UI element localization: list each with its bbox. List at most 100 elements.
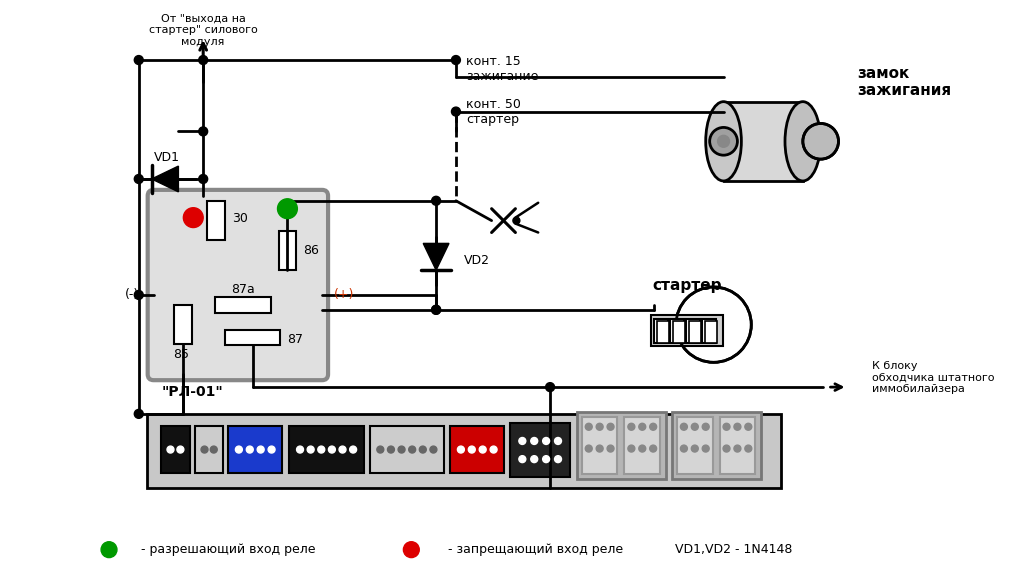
- Bar: [174, 305, 193, 344]
- Circle shape: [307, 446, 314, 453]
- Circle shape: [543, 456, 550, 463]
- Bar: [672, 412, 761, 479]
- Circle shape: [586, 445, 592, 452]
- Bar: [510, 423, 570, 478]
- Circle shape: [628, 445, 635, 452]
- Circle shape: [134, 290, 143, 300]
- FancyBboxPatch shape: [147, 190, 328, 380]
- Circle shape: [676, 287, 752, 362]
- Circle shape: [247, 446, 253, 453]
- Text: конт. 15
зажигание: конт. 15 зажигание: [466, 55, 539, 83]
- Bar: [651, 314, 723, 347]
- Circle shape: [691, 445, 698, 452]
- Ellipse shape: [785, 101, 820, 181]
- Text: замок
зажигания: замок зажигания: [857, 66, 951, 98]
- Bar: [689, 321, 700, 343]
- Circle shape: [555, 438, 561, 445]
- Text: 87a: 87a: [231, 283, 255, 297]
- Circle shape: [452, 55, 461, 65]
- Text: стартер: стартер: [652, 278, 722, 293]
- Circle shape: [546, 382, 555, 392]
- Circle shape: [257, 446, 264, 453]
- Circle shape: [177, 446, 184, 453]
- Circle shape: [803, 123, 839, 159]
- Text: (-): (-): [125, 289, 139, 301]
- Circle shape: [530, 456, 538, 463]
- Circle shape: [734, 445, 741, 452]
- Circle shape: [718, 135, 729, 147]
- Circle shape: [702, 423, 710, 430]
- Circle shape: [452, 107, 461, 116]
- Circle shape: [734, 423, 741, 430]
- Bar: [207, 201, 225, 240]
- Circle shape: [680, 445, 687, 452]
- Bar: [161, 426, 190, 473]
- Circle shape: [479, 446, 486, 453]
- Polygon shape: [152, 166, 178, 192]
- Bar: [654, 319, 668, 343]
- Circle shape: [420, 446, 426, 453]
- Text: К блоку
обходчика штатного
иммобилайзера: К блоку обходчика штатного иммобилайзера: [872, 361, 994, 394]
- Circle shape: [339, 446, 346, 453]
- Text: VD1,VD2 - 1N4148: VD1,VD2 - 1N4148: [675, 543, 793, 556]
- Circle shape: [607, 423, 614, 430]
- Bar: [196, 426, 223, 473]
- Circle shape: [710, 127, 737, 155]
- Circle shape: [134, 175, 143, 183]
- Circle shape: [458, 446, 464, 453]
- Circle shape: [432, 305, 440, 314]
- Circle shape: [513, 217, 520, 224]
- Circle shape: [468, 446, 475, 453]
- Text: VD2: VD2: [464, 254, 489, 267]
- Circle shape: [199, 175, 208, 183]
- Text: VD1: VD1: [154, 151, 179, 164]
- Circle shape: [432, 305, 440, 314]
- Bar: [582, 417, 617, 475]
- Circle shape: [432, 196, 440, 205]
- Circle shape: [723, 445, 730, 452]
- Bar: [146, 414, 781, 488]
- Circle shape: [691, 423, 698, 430]
- Circle shape: [134, 410, 143, 418]
- Circle shape: [543, 438, 550, 445]
- Circle shape: [680, 423, 687, 430]
- Circle shape: [199, 55, 208, 65]
- Bar: [720, 417, 756, 475]
- Circle shape: [555, 456, 561, 463]
- Circle shape: [101, 542, 117, 558]
- Ellipse shape: [706, 101, 741, 181]
- Circle shape: [134, 55, 143, 65]
- Circle shape: [403, 542, 419, 558]
- Circle shape: [183, 208, 203, 228]
- Circle shape: [639, 445, 646, 452]
- Text: - запрещающий вход реле: - запрещающий вход реле: [447, 543, 623, 556]
- Bar: [228, 426, 283, 473]
- Circle shape: [409, 446, 416, 453]
- Bar: [577, 412, 666, 479]
- Circle shape: [596, 423, 603, 430]
- Circle shape: [702, 445, 710, 452]
- Circle shape: [723, 423, 730, 430]
- Circle shape: [649, 445, 656, 452]
- Circle shape: [317, 446, 325, 453]
- Circle shape: [490, 446, 497, 453]
- Bar: [290, 426, 364, 473]
- Text: "РЛ-01": "РЛ-01": [162, 385, 223, 399]
- Circle shape: [649, 423, 656, 430]
- Text: конт. 50
стартер: конт. 50 стартер: [466, 97, 521, 126]
- Polygon shape: [423, 244, 449, 270]
- Circle shape: [596, 445, 603, 452]
- Text: 86: 86: [303, 244, 319, 257]
- Bar: [677, 417, 713, 475]
- Text: - разрешающий вход реле: - разрешающий вход реле: [140, 543, 315, 556]
- Circle shape: [201, 446, 208, 453]
- Bar: [370, 426, 444, 473]
- Circle shape: [639, 423, 646, 430]
- Bar: [225, 329, 281, 346]
- Circle shape: [297, 446, 303, 453]
- Text: (+): (+): [334, 289, 354, 301]
- Circle shape: [199, 127, 208, 136]
- Bar: [450, 426, 505, 473]
- Circle shape: [586, 423, 592, 430]
- Circle shape: [349, 446, 356, 453]
